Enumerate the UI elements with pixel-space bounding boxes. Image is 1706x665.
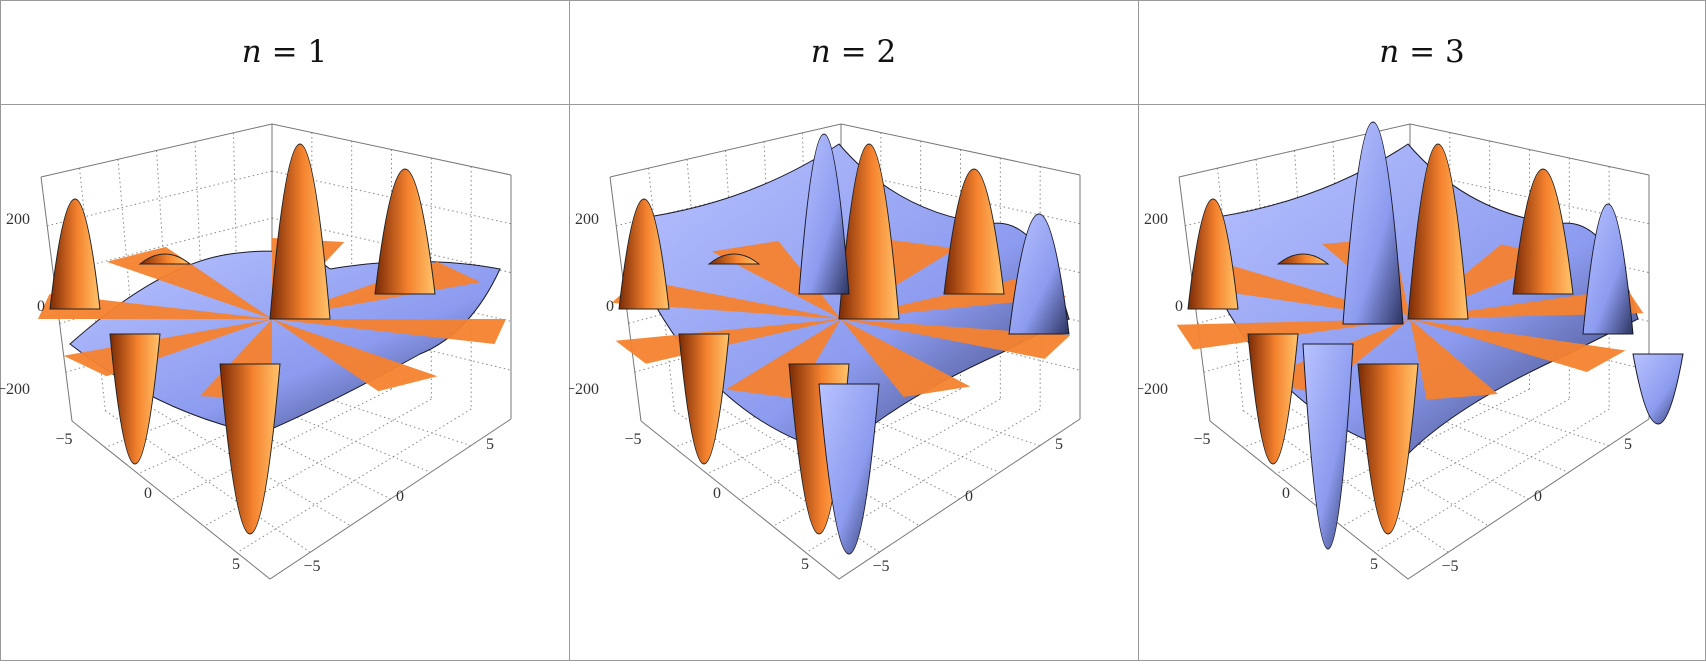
- orange-wedge: [611, 279, 841, 319]
- orange-trough: [1247, 333, 1299, 465]
- orange-wedge: [106, 246, 272, 319]
- z-tick-label: −200: [0, 381, 30, 398]
- orange-trough: [109, 333, 161, 465]
- header-cell-3: n = 3: [1138, 0, 1706, 104]
- orange-wedge: [1410, 319, 1498, 400]
- orange-wedge: [841, 319, 1071, 359]
- panel-title-1: n = 1: [241, 34, 328, 70]
- orange-wedge: [1410, 319, 1626, 373]
- right-axis-tick-label: −5: [872, 558, 889, 575]
- z-tick-label: 0: [37, 298, 45, 315]
- orange-peak: [618, 198, 670, 310]
- panel-title-3: n = 3: [1379, 34, 1465, 70]
- blue-ridge: [1302, 343, 1354, 550]
- blue-ridge: [818, 383, 880, 555]
- orange-peak: [269, 143, 331, 320]
- right-axis-tick-label: 5: [486, 436, 494, 453]
- orange-peak: [1276, 253, 1330, 265]
- z-tick-label: 200: [575, 211, 599, 228]
- orange-peak: [943, 168, 1005, 295]
- z-tick-label: 0: [1175, 298, 1183, 315]
- right-axis-tick-label: 5: [1624, 436, 1632, 453]
- blue-ridge: [798, 133, 850, 295]
- plot-cell-2: 200 0 −200 −5 0 5 −5 0 5: [566, 104, 1138, 661]
- orange-wedge: [841, 319, 971, 398]
- plot-cell-3: 200 0 −200 −5 0 5 −5 0 5: [1135, 104, 1706, 661]
- orange-trough: [219, 363, 281, 535]
- left-axis-tick-label: 0: [144, 485, 152, 502]
- orange-peak: [707, 253, 761, 265]
- blue-ridge: [1008, 213, 1070, 335]
- orange-peak: [838, 143, 900, 320]
- z-tick-label: 0: [606, 298, 614, 315]
- orange-peak: [1187, 198, 1239, 310]
- left-axis-tick-label: −5: [1193, 431, 1210, 448]
- blue-ridge: [1342, 121, 1404, 325]
- left-axis-tick-label: 5: [801, 556, 809, 573]
- surface: [38, 143, 506, 535]
- orange-trough: [1357, 363, 1419, 535]
- left-axis-tick-label: 5: [232, 556, 240, 573]
- surface: [1176, 121, 1684, 550]
- blue-ridge: [1582, 203, 1634, 335]
- orange-wedge: [272, 319, 506, 345]
- orange-peak: [374, 168, 436, 295]
- orange-wedge: [725, 319, 841, 399]
- left-axis-tick-label: −5: [55, 431, 72, 448]
- right-axis-tick-label: 5: [1055, 436, 1063, 453]
- panel-title-2: n = 2: [810, 34, 897, 70]
- orange-trough: [678, 333, 730, 465]
- z-tick-label: −200: [1138, 381, 1168, 398]
- orange-peak: [1407, 143, 1469, 320]
- right-axis-tick-label: −5: [1441, 558, 1458, 575]
- left-axis-tick-label: 0: [713, 485, 721, 502]
- header-cell-2: n = 2: [569, 0, 1138, 104]
- left-axis-tick-label: 0: [1282, 485, 1290, 502]
- surface-plot-1: 200 0 −200 −5 0 5 −5 0 5: [0, 123, 512, 580]
- z-tick-label: 200: [6, 211, 30, 228]
- blue-ridge: [1632, 353, 1684, 425]
- z-tick-label: −200: [569, 381, 599, 398]
- surface-plot-3: 200 0 −200 −5 0 5 −5 0 5: [1135, 121, 1684, 580]
- right-axis-tick-label: −5: [303, 558, 320, 575]
- left-axis-tick-label: −5: [624, 431, 641, 448]
- surface: [611, 133, 1071, 555]
- orange-peak: [138, 253, 192, 265]
- header-cell-1: n = 1: [0, 0, 569, 104]
- right-axis-tick-label: 0: [1534, 488, 1542, 505]
- orange-peak: [49, 198, 101, 310]
- left-axis-tick-label: 5: [1370, 556, 1378, 573]
- right-axis-tick-label: 0: [396, 488, 404, 505]
- right-axis-tick-label: 0: [965, 488, 973, 505]
- plot-cell-1: 200 0 −200 −5 0 5 −5 0 5: [0, 104, 569, 661]
- z-tick-label: 200: [1144, 211, 1168, 228]
- orange-peak: [1512, 168, 1574, 295]
- orange-wedge: [272, 319, 438, 392]
- surface-plot-2: 200 0 −200 −5 0 5 −5 0 5: [566, 123, 1081, 580]
